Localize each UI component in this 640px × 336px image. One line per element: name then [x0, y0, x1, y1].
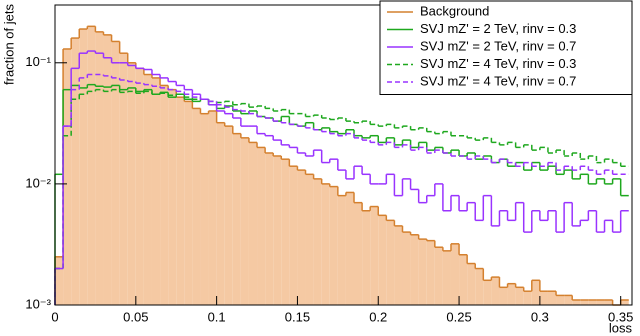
histogram-bar [103, 34, 112, 305]
histogram-bar [71, 38, 80, 306]
histogram-series [54, 50, 629, 305]
histogram-bar [297, 170, 306, 305]
histogram-bar [248, 142, 258, 305]
histogram-bar [547, 291, 557, 305]
histogram-bar [354, 202, 363, 305]
histogram-bar [265, 152, 274, 305]
y-tick-label: 10⁻³ [25, 296, 51, 311]
histogram-bar [87, 26, 96, 306]
histogram-bar [459, 254, 468, 305]
histogram-bar [55, 256, 64, 305]
y-tick-label: 10⁻¹ [25, 54, 51, 69]
histogram-bar [192, 108, 201, 305]
legend: Background SVJ mZ' = 2 TeV, rinv = 0.3 SVJ… [379, 0, 633, 95]
histogram-bar [620, 299, 629, 305]
x-tick-label: 0.2 [369, 309, 387, 324]
histogram-bar [450, 243, 460, 305]
histogram-bar [313, 178, 322, 305]
x-tick-label: 0.25 [446, 309, 471, 324]
histogram-bar [580, 299, 589, 305]
x-tick-label: 0 [51, 309, 58, 324]
histogram-bar [257, 147, 266, 305]
histogram-bar [386, 220, 395, 305]
histogram-bar [232, 133, 241, 305]
histogram-bar [378, 215, 387, 305]
histogram-bar [515, 287, 524, 305]
histogram-bar [337, 195, 346, 305]
histogram-bar [475, 268, 484, 305]
histogram-series [54, 73, 629, 305]
histogram-bar [184, 101, 193, 305]
x-tick-label: 0.15 [285, 309, 310, 324]
histogram-bar [160, 85, 169, 305]
histogram-bar [273, 155, 282, 305]
histogram-bar [127, 62, 136, 305]
histogram-bar [176, 97, 185, 306]
x-tick-label: 0.05 [123, 309, 148, 324]
histogram-bar [491, 277, 500, 305]
histogram-bar [564, 295, 573, 305]
legend-label: SVJ mZ' = 2 TeV, rinv = 0.3 [420, 21, 576, 36]
x-axis-label: loss [609, 320, 633, 335]
histogram-bar [200, 113, 209, 306]
histogram-bar [418, 239, 427, 305]
histogram-bar [507, 283, 516, 305]
histogram-bar [281, 159, 290, 305]
histogram-bar [95, 31, 104, 305]
histogram-bar [63, 48, 72, 306]
histogram-bar [111, 41, 120, 305]
x-tick-label: 0.35 [608, 309, 633, 324]
histogram-bar [345, 192, 355, 305]
histogram-bar [434, 247, 443, 305]
histogram-bar [143, 74, 152, 306]
histogram-bar [135, 68, 144, 305]
histogram-bar [604, 299, 613, 305]
plot-frame [54, 4, 633, 306]
histogram-bar [79, 29, 88, 305]
histogram-bar [531, 280, 540, 305]
x-tick-label: 0.1 [208, 309, 226, 324]
histogram-bar [289, 166, 298, 305]
histogram-bar [523, 291, 532, 305]
histogram-bar [596, 299, 605, 305]
legend-box [379, 0, 633, 95]
histogram-bar [410, 234, 419, 305]
histogram-bar [240, 137, 249, 305]
legend-label: Background [420, 3, 489, 18]
histogram-bar [483, 280, 492, 305]
histogram-bar [305, 174, 314, 305]
histogram-bar [467, 263, 476, 305]
histogram-bar [370, 206, 379, 305]
histogram-bar [539, 291, 548, 305]
histogram-bar [402, 232, 411, 305]
histogram-series [54, 25, 629, 306]
histogram-bar [426, 240, 435, 305]
histogram-bar [224, 126, 233, 305]
legend-label: SVJ mZ' = 4 TeV, rinv = 0.7 [420, 73, 576, 88]
histogram-bar [119, 53, 128, 305]
histogram-bar [151, 77, 161, 305]
legend-label: SVJ mZ' = 2 TeV, rinv = 0.7 [420, 38, 576, 53]
y-axis-label: fraction of jets [1, 4, 16, 85]
histogram-bar [168, 89, 177, 305]
histogram-bar [588, 299, 597, 305]
y-tick-label: 10⁻² [25, 175, 51, 190]
histogram-bar [362, 210, 371, 305]
histogram-bar [572, 299, 581, 305]
x-tick-label: 0.3 [531, 309, 549, 324]
histogram-bar [556, 295, 565, 305]
histogram-bar [394, 225, 403, 305]
histogram-bar [499, 287, 508, 305]
histogram-bar [442, 250, 451, 305]
histogram-bar [321, 183, 330, 305]
histogram-bar [216, 122, 225, 306]
plot-area [54, 25, 629, 306]
histogram-bar [208, 110, 217, 305]
histogram-bar [329, 186, 338, 305]
legend-label: SVJ mZ' = 4 TeV, rinv = 0.3 [420, 56, 576, 71]
